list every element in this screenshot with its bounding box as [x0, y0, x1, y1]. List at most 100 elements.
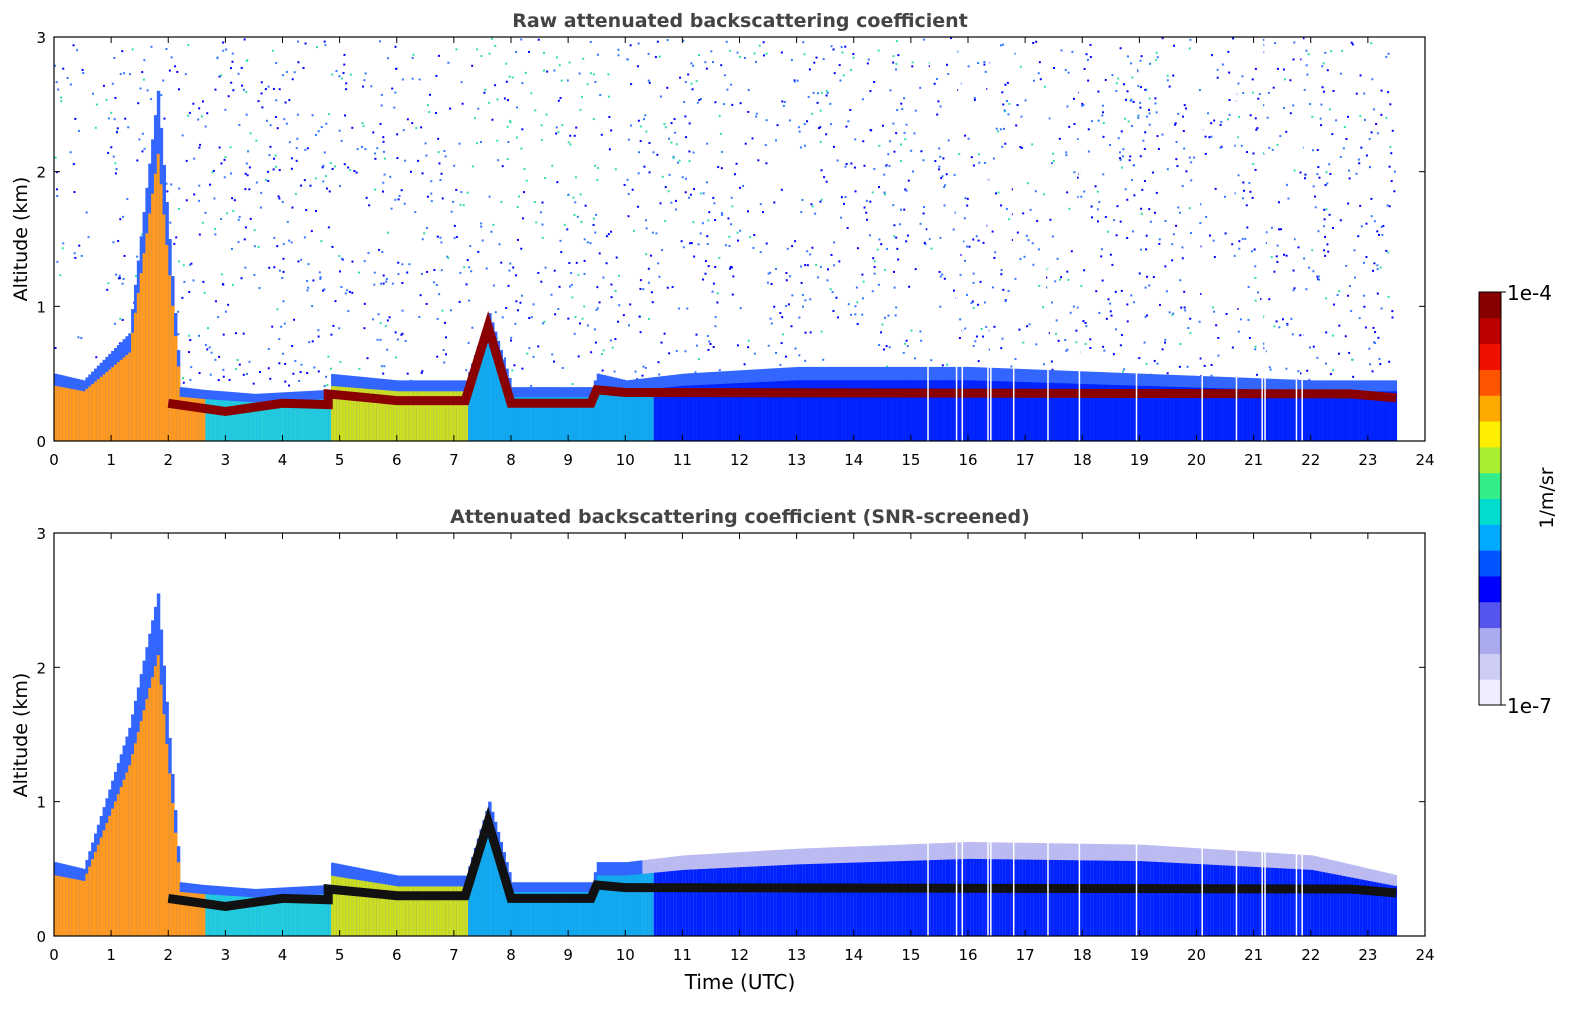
noise-pixel [782, 333, 785, 336]
column-fill [1096, 384, 1100, 441]
noise-pixel [163, 117, 166, 120]
column-fill [856, 862, 861, 936]
noise-pixel [1274, 42, 1277, 45]
column-fill [776, 381, 781, 441]
column-fill [1016, 381, 1021, 441]
noise-pixel [1353, 249, 1356, 252]
noise-pixel [218, 355, 221, 358]
noise-pixel [285, 70, 288, 73]
noise-pixel [249, 217, 252, 220]
noise-pixel [271, 325, 274, 328]
noise-pixel [815, 56, 818, 59]
noise-pixel [1213, 310, 1216, 313]
noise-pixel [610, 129, 613, 132]
noise-pixel [1219, 123, 1222, 126]
noise-pixel [729, 49, 732, 52]
noise-pixel [414, 211, 417, 214]
noise-pixel [435, 74, 438, 77]
column-fill [770, 865, 775, 936]
column-fill [970, 858, 975, 936]
noise-pixel [895, 62, 898, 65]
noise-pixel [1130, 98, 1133, 101]
column-fill [848, 862, 852, 936]
noise-pixel [385, 280, 388, 283]
noise-pixel [1311, 149, 1314, 152]
noise-pixel [1117, 77, 1120, 80]
noise-pixel [1000, 204, 1003, 207]
noise-pixel [237, 72, 240, 75]
column-fill [233, 401, 238, 441]
noise-pixel [739, 102, 742, 105]
column-fill [468, 384, 472, 441]
noise-pixel [494, 44, 497, 47]
noise-pixel [331, 245, 334, 248]
column-fill [856, 380, 861, 441]
noise-pixel [383, 365, 386, 368]
noise-pixel [1102, 345, 1105, 348]
column-fill [1382, 883, 1386, 936]
column-fill [916, 860, 921, 936]
column-fill [702, 384, 706, 441]
column-fill [182, 397, 186, 441]
column-fill [639, 874, 643, 936]
column-fill [713, 384, 718, 441]
column-fill [425, 391, 429, 441]
column-fill [308, 399, 312, 441]
noise-pixel [1359, 114, 1362, 117]
noise-pixel [367, 251, 370, 254]
noise-pixel [1004, 142, 1007, 145]
noise-pixel [584, 204, 587, 207]
noise-pixel [1148, 123, 1151, 126]
noise-pixel [895, 40, 898, 43]
noise-pixel [580, 95, 583, 98]
noise-pixel [1072, 305, 1075, 308]
noise-pixel [933, 82, 936, 85]
noise-pixel [1211, 54, 1214, 57]
noise-pixel [1080, 195, 1083, 198]
noise-pixel [1186, 365, 1189, 368]
noise-pixel [679, 76, 682, 79]
column-fill [239, 401, 244, 441]
noise-pixel [247, 150, 250, 153]
noise-pixel [329, 162, 332, 165]
column-fill [1165, 386, 1169, 441]
noise-pixel [520, 38, 523, 41]
noise-pixel [317, 130, 320, 133]
noise-pixel [1290, 317, 1293, 320]
noise-pixel [420, 126, 423, 129]
noise-pixel [327, 226, 330, 229]
column-fill [682, 385, 686, 441]
noise-pixel [804, 299, 807, 302]
noise-pixel [466, 191, 469, 194]
noise-pixel [1293, 238, 1296, 241]
noise-pixel [294, 193, 297, 196]
noise-pixel [682, 246, 685, 249]
column-fill [762, 381, 766, 441]
noise-pixel [670, 122, 673, 125]
noise-pixel [1352, 375, 1355, 378]
column-fill [208, 399, 212, 441]
x-tick-label: 8 [506, 451, 516, 469]
colorbar-unit-label: 1/m/sr [1536, 467, 1558, 528]
column-fill [599, 386, 603, 441]
noise-pixel [333, 165, 336, 168]
x-tick-label: 16 [958, 451, 977, 469]
noise-pixel [1001, 337, 1004, 340]
noise-pixel [1145, 248, 1148, 251]
noise-pixel [1355, 172, 1358, 175]
noise-pixel [893, 150, 896, 153]
noise-pixel [977, 153, 980, 156]
column-fill [302, 895, 306, 936]
noise-pixel [1075, 341, 1078, 344]
noise-pixel [1359, 204, 1362, 207]
column-fill [139, 273, 144, 441]
noise-pixel [230, 67, 233, 70]
noise-pixel [781, 100, 784, 103]
x-tick-label: 16 [958, 946, 977, 964]
noise-pixel [1109, 253, 1112, 256]
column-fill [665, 871, 669, 936]
noise-pixel [302, 66, 305, 69]
noise-pixel [288, 141, 291, 144]
noise-pixel [218, 146, 221, 149]
column-fill [1199, 387, 1203, 441]
